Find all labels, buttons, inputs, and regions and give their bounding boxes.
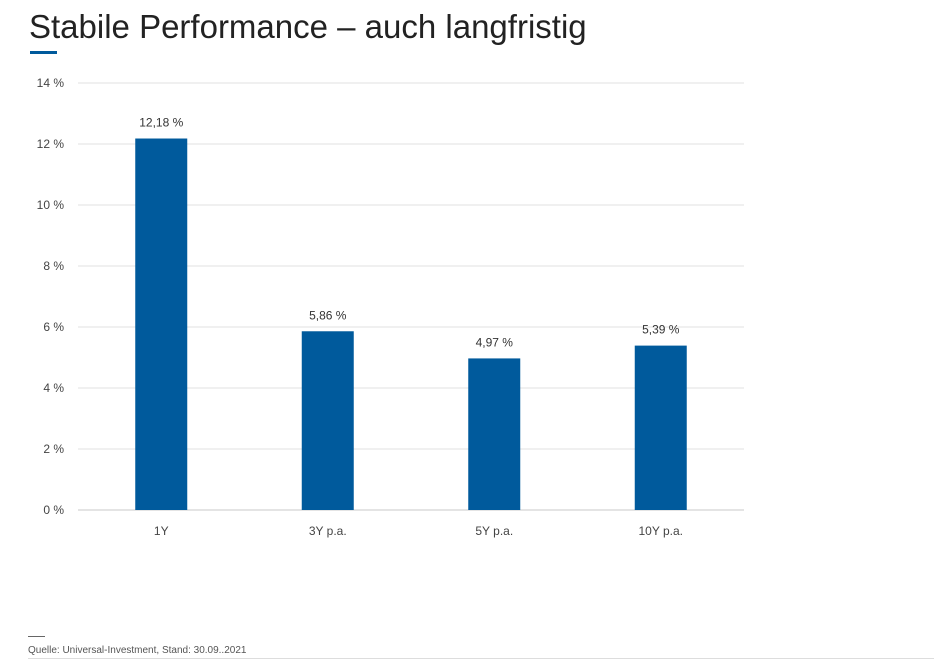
bar [135,138,188,510]
y-axis-ticks: 0 % 2 % 4 % 6 % 8 % 10 % 12 % 14 % [37,76,65,517]
x-axis-ticks: 1Y 3Y p.a. 5Y p.a. 10Y p.a. [154,524,683,538]
y-tick-label: 4 % [43,381,64,395]
y-tick-label: 12 % [37,137,65,151]
gridlines [78,82,744,511]
y-tick-label: 0 % [43,503,64,517]
value-label: 5,86 % [309,308,347,322]
bar [634,345,687,510]
value-labels: 12,18 % 5,86 % 4,97 % 5,39 % [139,116,680,350]
value-label: 4,97 % [476,335,514,349]
value-label: 5,39 % [642,323,680,337]
bars [135,138,687,510]
value-label: 12,18 % [139,116,183,130]
footer-divider [28,636,45,637]
x-tick-label: 1Y [154,524,169,538]
x-tick-label: 3Y p.a. [309,524,347,538]
page-title: Stabile Performance – auch langfristig [29,8,587,45]
x-tick-label: 5Y p.a. [475,524,513,538]
y-tick-label: 2 % [43,442,64,456]
x-tick-label: 10Y p.a. [639,524,683,538]
y-tick-label: 6 % [43,320,64,334]
title-underline [30,51,57,54]
bottom-divider [28,658,934,659]
bar [301,331,354,510]
y-tick-label: 10 % [37,198,65,212]
y-tick-label: 14 % [37,76,65,90]
bar [468,358,521,510]
source-note: Quelle: Universal-Investment, Stand: 30.… [28,645,247,656]
y-tick-label: 8 % [43,259,64,273]
